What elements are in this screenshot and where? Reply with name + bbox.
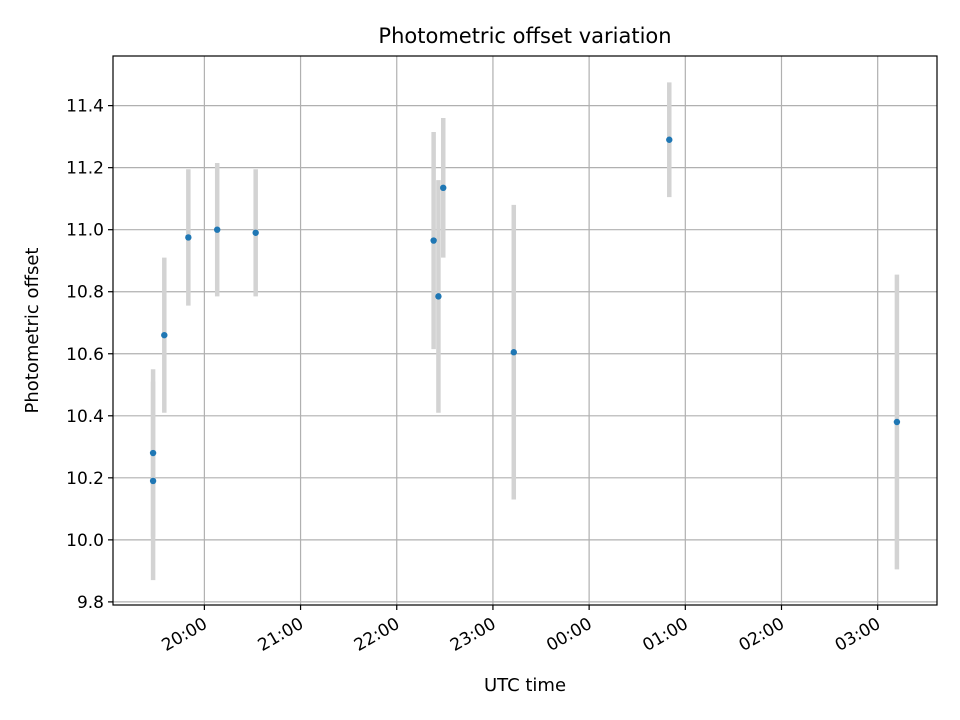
x-tick-label: 01:00: [639, 614, 691, 656]
x-tick-label: 02:00: [736, 614, 788, 656]
y-tick-label: 10.8: [66, 283, 104, 303]
x-axis-label: UTC time: [484, 675, 566, 696]
data-points: [149, 136, 901, 485]
chart-title: Photometric offset variation: [378, 24, 671, 48]
y-tick-label: 11.4: [66, 97, 104, 117]
plot-frame: [112, 55, 938, 606]
y-tick-label: 10.6: [66, 345, 104, 365]
data-point: [435, 293, 442, 300]
data-point: [185, 234, 192, 241]
data-point: [161, 331, 168, 339]
y-tick-label: 11.0: [66, 221, 104, 241]
data-point: [214, 226, 221, 233]
data-point: [510, 349, 517, 356]
data-point: [149, 449, 157, 457]
x-tick-label: 00:00: [543, 614, 595, 656]
y-axis: 9.8 10.0 10.2 10.4 10.6 10.8 11.0 11.2 11.4: [66, 97, 113, 613]
x-tick-label: 23:00: [447, 614, 499, 656]
y-tick-label: 10.2: [66, 469, 104, 489]
y-tick-label: 9.8: [77, 593, 104, 613]
x-axis: 20:00 21:00 22:00 23:00 00:00 01:00 02:00 03:00: [158, 605, 884, 656]
y-tick-label: 11.2: [66, 159, 104, 179]
y-axis-label: Photometric offset: [22, 248, 43, 414]
data-point: [893, 418, 901, 426]
x-tick-label: 20:00: [158, 614, 210, 656]
data-point: [666, 136, 673, 143]
x-tick-label: 03:00: [832, 614, 884, 656]
data-point: [440, 184, 447, 192]
x-tick-label: 21:00: [255, 614, 307, 656]
x-tick-label: 22:00: [351, 614, 403, 656]
data-point: [149, 477, 157, 485]
error-bars: [150, 82, 900, 581]
grid: [113, 56, 937, 605]
y-tick-label: 10.0: [66, 531, 104, 551]
y-tick-label: 10.4: [66, 407, 104, 427]
data-point: [252, 229, 259, 236]
data-point: [430, 237, 437, 244]
